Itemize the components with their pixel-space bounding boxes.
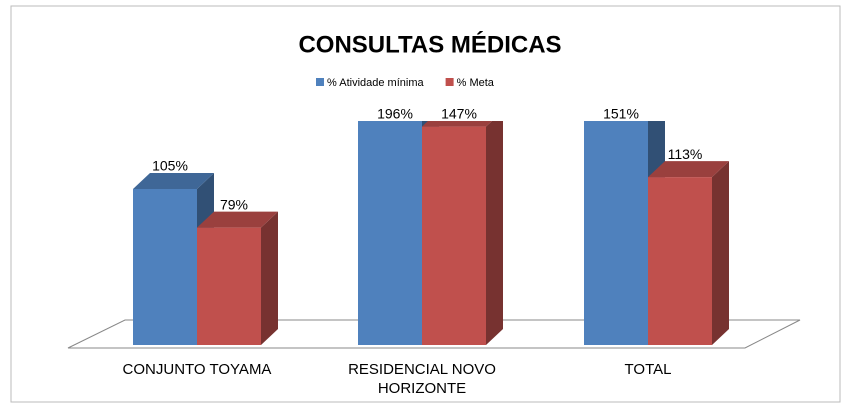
bar-top (648, 161, 729, 178)
x-tick-label: TOTAL (624, 361, 672, 378)
legend-swatch (445, 78, 454, 86)
bar (584, 121, 648, 346)
bar (358, 121, 422, 346)
chart-title: CONSULTAS MÉDICAS (298, 30, 561, 58)
bar-side (261, 211, 278, 345)
bar (422, 126, 486, 345)
bar (648, 177, 712, 345)
data-label: 113% (668, 146, 703, 162)
legend-label: % Atividade mínima (327, 77, 424, 89)
bar (133, 189, 197, 345)
data-label: 79% (220, 196, 248, 212)
bars (133, 121, 729, 346)
data-label: 151% (603, 106, 639, 122)
bar-top (197, 211, 278, 228)
bar-side (486, 121, 503, 345)
bar-side (712, 161, 729, 345)
legend-label: % Meta (457, 77, 495, 89)
data-label: 105% (152, 158, 188, 174)
x-tick-label: CONJUNTO TOYAMA (122, 361, 272, 378)
data-label: 196% (377, 106, 413, 122)
bar-top (133, 173, 214, 189)
x-tick-label: RESIDENCIAL NOVO HORIZONTE (348, 361, 496, 397)
chart-frame (10, 5, 841, 403)
floor (67, 319, 801, 349)
data-label: 147% (441, 106, 477, 122)
legend-swatch (316, 78, 324, 86)
bar (197, 227, 261, 345)
bar-top (422, 121, 492, 127)
